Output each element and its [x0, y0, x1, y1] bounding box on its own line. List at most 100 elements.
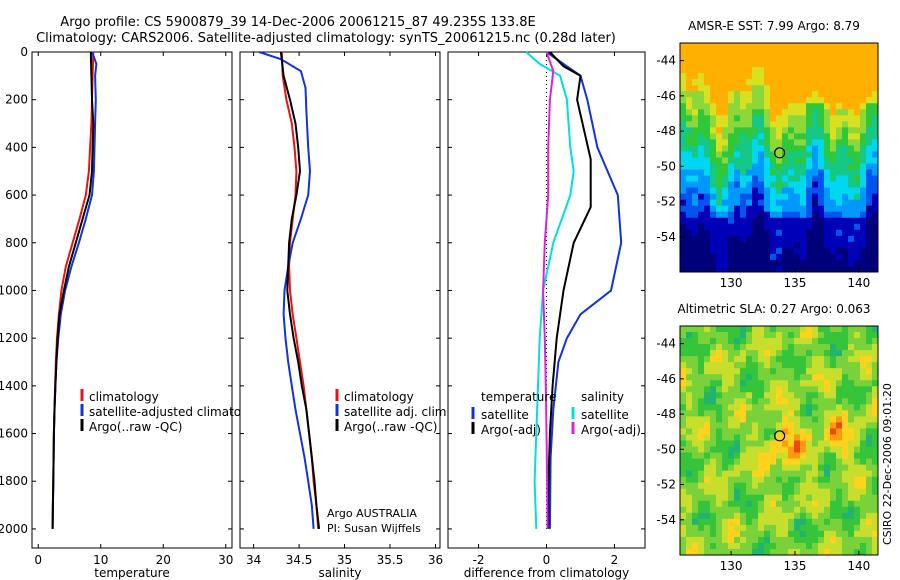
sla-heatmap-cell [824, 446, 831, 453]
sla-heatmap-cell [782, 416, 789, 423]
sst-heatmap-cell [722, 151, 729, 158]
sst-heatmap-cell [764, 127, 771, 134]
sla-heatmap-cell [680, 494, 687, 502]
sla-heatmap-cell [860, 506, 867, 514]
sla-heatmap-cell [710, 404, 717, 411]
sst-heatmap-cell [746, 43, 753, 50]
sst-heatmap-cell [686, 205, 693, 213]
sla-heatmap-cell [734, 542, 741, 550]
sst-heatmap-cell [836, 223, 843, 231]
sst-heatmap-cell [776, 217, 783, 225]
sla-heatmap-cell [866, 416, 873, 423]
sst-heatmap-cell [758, 61, 765, 68]
sst-heatmap-cell [872, 199, 879, 207]
sst-heatmap-cell [788, 169, 795, 176]
sla-heatmap-cell [794, 326, 801, 333]
sst-heatmap-cell [710, 229, 717, 237]
sst-heatmap-cell [680, 259, 687, 267]
sst-heatmap-cell [800, 163, 807, 170]
sst-heatmap-cell [806, 253, 813, 261]
sla-heatmap-cell [836, 332, 843, 339]
sst-heatmap-cell [716, 169, 723, 176]
sst-heatmap-cell [860, 259, 867, 267]
sla-heatmap-cell [728, 386, 735, 393]
sst-heatmap-cell [848, 73, 855, 80]
sst-heatmap-cell [788, 157, 795, 164]
sst-heatmap-cell [800, 211, 807, 219]
sla-heatmap-cell [722, 506, 729, 514]
sla-heatmap-cell [866, 380, 873, 387]
sla-heatmap-cell [842, 500, 849, 508]
sla-heatmap-cell [812, 392, 819, 399]
sla-heatmap-cell [704, 398, 711, 405]
sla-heatmap-cell [860, 530, 867, 538]
sla-heatmap-cell [752, 512, 759, 520]
sla-heatmap-cell [788, 350, 795, 357]
sst-heatmap-cell [740, 235, 747, 243]
sst-heatmap-cell [860, 181, 867, 189]
salinity-xlabel: salinity [318, 566, 361, 580]
sst-heatmap-cell [818, 73, 825, 80]
sst-heatmap-cell [758, 85, 765, 92]
sla-heatmap-cell [764, 506, 771, 514]
sst-heatmap-cell [740, 97, 747, 104]
sst-heatmap-cell [722, 205, 729, 213]
sla-heatmap-cell [704, 374, 711, 381]
sst-heatmap-cell [836, 157, 843, 164]
sla-heatmap-cell [842, 398, 849, 405]
sla-heatmap-cell [848, 326, 855, 333]
sst-heatmap-cell [854, 211, 861, 219]
sla-heatmap-cell [758, 332, 765, 339]
sla-heatmap-cell [746, 548, 753, 556]
sst-heatmap-cell [680, 247, 687, 255]
sla-heatmap-cell [818, 488, 825, 496]
sst-heatmap-cell [692, 199, 699, 207]
sst-heatmap-cell [818, 79, 825, 86]
sla-heatmap-cell [860, 386, 867, 393]
sla-heatmap-cell [710, 344, 717, 351]
sla-heatmap-cell [740, 404, 747, 411]
sst-heatmap-cell [686, 253, 693, 261]
sla-heatmap-cell [692, 386, 699, 393]
sst-heatmap-cell [848, 115, 855, 122]
sst-heatmap-cell [860, 187, 867, 195]
sla-heatmap-cell [770, 434, 777, 441]
sla-heatmap-cell [782, 446, 789, 453]
sst-heatmap-cell [722, 223, 729, 231]
sst-heatmap-cell [728, 91, 735, 98]
sla-heatmap-cell [830, 548, 837, 556]
sst-heatmap-cell [872, 175, 879, 183]
sst-heatmap-cell [698, 157, 705, 164]
sla-heatmap-cell [752, 464, 759, 472]
sst-heatmap-cell [830, 43, 837, 50]
sla-heatmap-cell [830, 428, 837, 435]
sla-heatmap-cell [866, 392, 873, 399]
sla-heatmap-cell [788, 470, 795, 478]
sla-heatmap-cell [824, 542, 831, 550]
sla-heatmap-cell [770, 416, 777, 423]
sst-heatmap-cell [770, 241, 777, 249]
sla-heatmap-cell [680, 476, 687, 484]
sst-heatmap-cell [842, 163, 849, 170]
sla-heatmap-cell [806, 350, 813, 357]
sla-heatmap-cell [746, 368, 753, 375]
sst-heatmap-cell [740, 169, 747, 176]
sla-heatmap-cell [866, 506, 873, 514]
sst-heatmap-cell [860, 49, 867, 56]
sst-heatmap-cell [722, 85, 729, 92]
sla-heatmap-cell [854, 524, 861, 532]
sla-heatmap-cell [764, 332, 771, 339]
sla-heatmap-cell [716, 464, 723, 472]
sst-heatmap-cell [722, 43, 729, 50]
sst-heatmap-cell [812, 247, 819, 255]
sla-heatmap-cell [698, 512, 705, 520]
sst-heatmap-cell [788, 247, 795, 255]
sst-heatmap-cell [692, 187, 699, 195]
sst-heatmap-cell [680, 49, 687, 56]
sla-heatmap-cell [746, 446, 753, 453]
sst-heatmap-cell [812, 157, 819, 164]
sst-heatmap-cell [860, 253, 867, 261]
sst-heatmap-cell [848, 235, 855, 243]
sst-heatmap-cell [776, 103, 783, 110]
sla-heatmap-cell [752, 350, 759, 357]
